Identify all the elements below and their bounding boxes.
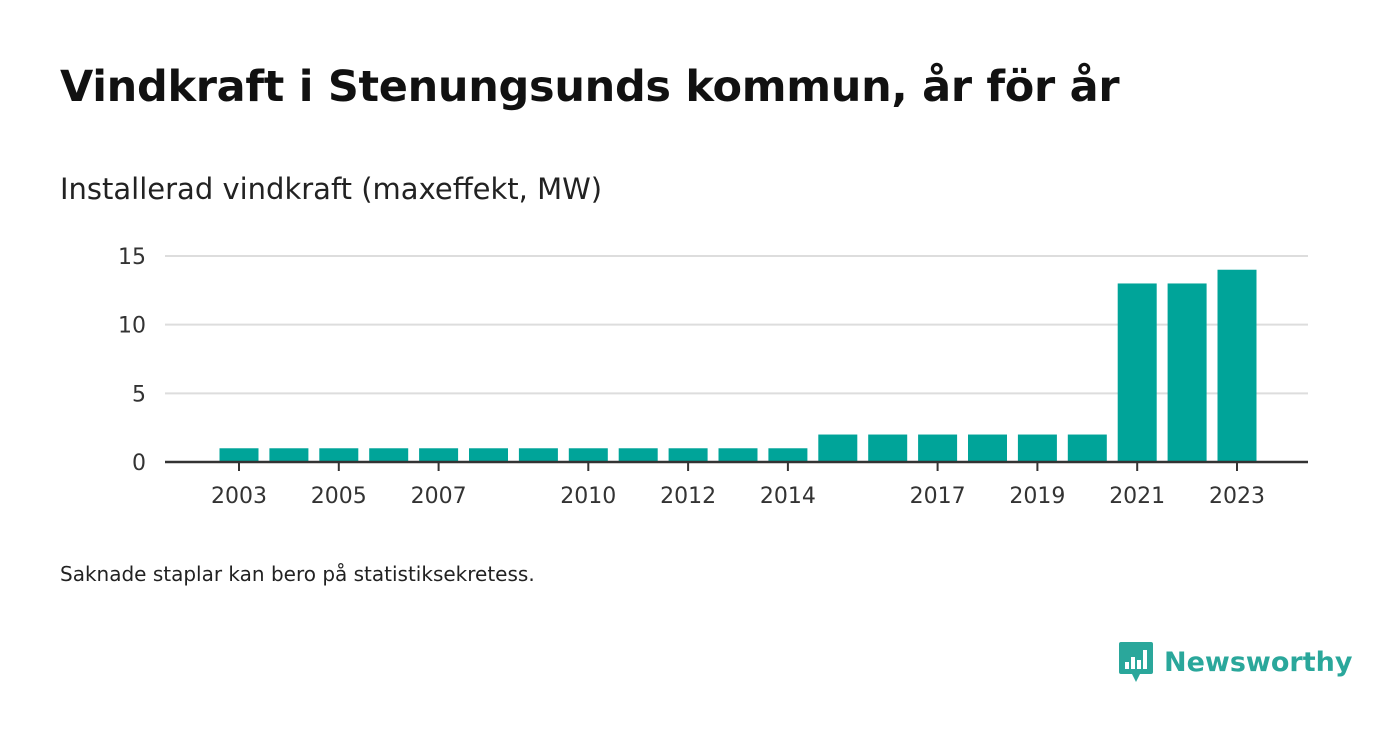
bar-2017 — [918, 434, 958, 462]
bar-2004 — [269, 448, 309, 462]
x-axis-labels: 2003 2005 2007 2010 2012 2014 2017 2019 2021 2023 — [211, 462, 1265, 509]
x-tick-label: 2012 — [660, 484, 716, 509]
bar-2007 — [419, 448, 459, 462]
y-tick-label: 10 — [118, 314, 146, 339]
x-tick-label: 2023 — [1209, 484, 1265, 509]
newsworthy-chart-bubble-icon — [1119, 642, 1153, 682]
bar-2016 — [868, 434, 908, 462]
bar-2009 — [518, 448, 558, 462]
bar-2014 — [768, 448, 808, 462]
brand-logo[interactable]: Newsworthy — [1118, 640, 1352, 684]
y-tick-label: 15 — [118, 245, 146, 270]
x-tick-label: 2017 — [910, 484, 966, 509]
bar-2011 — [618, 448, 658, 462]
bar-2012 — [668, 448, 708, 462]
x-tick-label: 2005 — [311, 484, 367, 509]
bar-2019 — [1017, 434, 1057, 462]
bar-2010 — [568, 448, 608, 462]
x-tick-label: 2007 — [411, 484, 467, 509]
bar-2023 — [1217, 269, 1257, 462]
bar-2005 — [319, 448, 359, 462]
bar-2020 — [1067, 434, 1107, 462]
x-tick-label: 2003 — [211, 484, 267, 509]
brand-name: Newsworthy — [1164, 646, 1353, 678]
bar-2008 — [469, 448, 508, 462]
bar-2003 — [219, 448, 259, 462]
x-tick-label: 2019 — [1009, 484, 1065, 509]
bar-series — [219, 269, 1257, 462]
x-tick-label: 2014 — [760, 484, 816, 509]
y-tick-label: 5 — [132, 382, 146, 407]
footnote: Saknade staplar kan bero på statistiksek… — [60, 562, 535, 586]
bar-2021 — [1117, 283, 1157, 462]
x-tick-label: 2010 — [560, 484, 616, 509]
bar-2006 — [369, 448, 409, 462]
bar-2018 — [968, 434, 1007, 462]
chart-subtitle: Installerad vindkraft (maxeffekt, MW) — [60, 172, 603, 206]
y-tick-label: 0 — [132, 451, 146, 476]
bar-2013 — [718, 448, 758, 462]
bar-2015 — [818, 434, 858, 462]
grid-lines — [165, 255, 1308, 395]
y-axis-labels: 0 5 10 15 — [118, 245, 146, 476]
bar-2022 — [1167, 283, 1207, 462]
x-tick-label: 2021 — [1109, 484, 1165, 509]
chart-title: Vindkraft i Stenungsunds kommun, år för … — [60, 62, 1120, 112]
